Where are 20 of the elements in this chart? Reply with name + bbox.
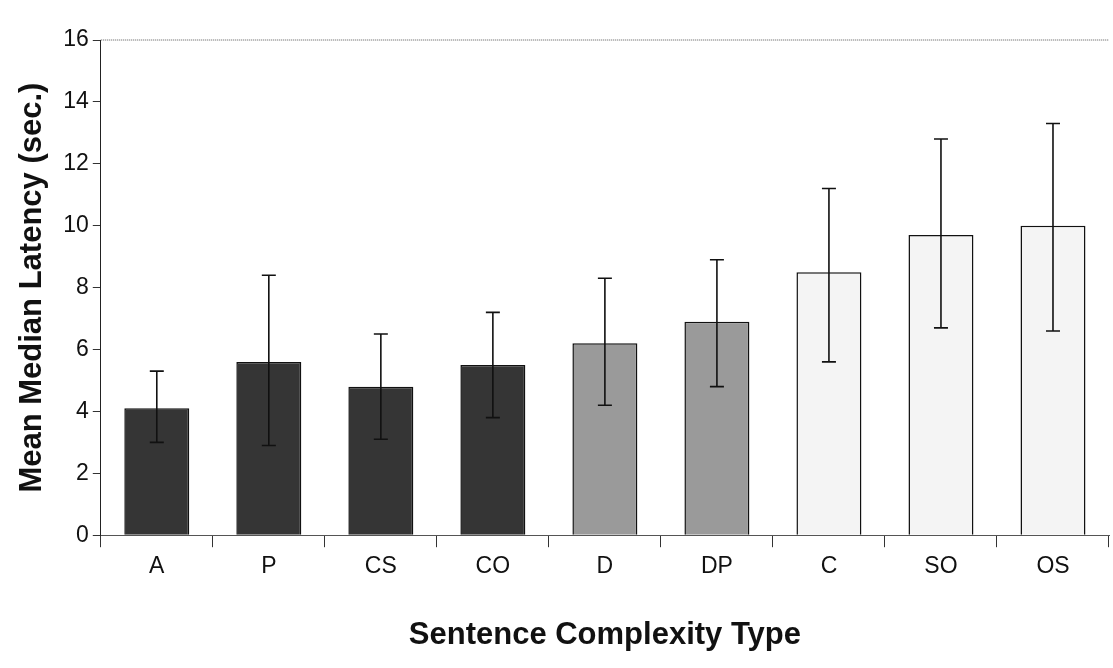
- x-tick-label: CS: [364, 552, 397, 579]
- x-tick-label: P: [261, 552, 277, 579]
- y-tick-label: 8: [75, 272, 89, 299]
- x-tick-label: D: [596, 552, 614, 579]
- y-tick-label: 14: [63, 87, 89, 114]
- y-tick-label: 12: [63, 149, 89, 176]
- y-tick-label: 0: [75, 520, 89, 547]
- x-tick-label: OS: [1036, 552, 1070, 579]
- y-tick-label: 4: [75, 396, 89, 423]
- y-tick-label: 6: [75, 334, 89, 361]
- x-tick-label: C: [820, 552, 838, 579]
- x-tick-label: SO: [924, 552, 958, 579]
- x-tick-label: A: [149, 552, 166, 579]
- y-axis-title: Mean Median Latency (sec.): [13, 82, 49, 493]
- x-tick-label: CO: [475, 552, 511, 579]
- y-tick-label: 2: [75, 458, 89, 485]
- y-tick-label: 10: [63, 211, 89, 238]
- x-tick-label: DP: [700, 552, 733, 579]
- x-axis-title: Sentence Complexity Type: [408, 615, 801, 651]
- y-tick-label: 16: [63, 25, 89, 52]
